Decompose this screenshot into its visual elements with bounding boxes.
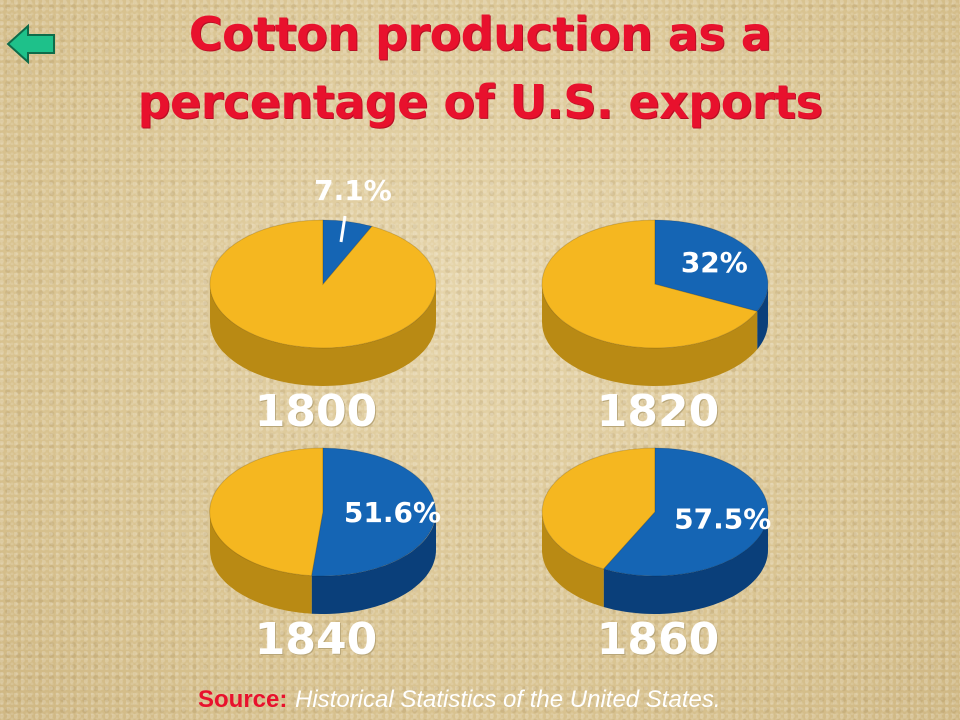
pie-slice-other-1860 [541,447,656,570]
pie-label-1820: 32% [681,246,748,279]
pie-slice-other-1820 [541,219,759,349]
back-arrow-icon[interactable] [6,22,58,66]
year-label-1820: 1820 [596,386,720,437]
pie-side-other-1800 [210,284,436,386]
pie-label-1840: 51.6% [344,496,441,529]
year-label-1860: 1860 [596,614,720,665]
year-label-1840: 1840 [254,614,378,665]
year-label-1800: 1800 [254,386,378,437]
pie-slice-cotton-1860 [602,447,769,577]
pie-slice-cotton-1840 [311,447,437,577]
pie-slice-other-1840 [209,447,324,577]
pie-slice-other-1800 [209,219,437,349]
leader-line-1800 [339,215,347,243]
pie-label-1860: 57.5% [674,503,771,536]
pie-slice-cotton-1800 [322,219,373,286]
chart-title-line-1: Cotton production as a [188,7,772,61]
pie-side-cotton-1860 [603,512,768,614]
pie-slice-cotton-1820 [654,219,769,312]
source-text: Historical Statistics of the United Stat… [295,686,721,713]
pie-side-cotton-1820 [757,284,768,350]
pie-side-cotton-1840 [311,512,436,614]
pie-label-1800: 7.1% [314,174,392,207]
source-note: Source: Historical Statistics of the Uni… [198,684,721,715]
pie-side-other-1860 [542,512,604,607]
pie-side-other-1840 [210,512,312,614]
chart-title-line-2: percentage of U.S. exports [137,75,823,129]
source-label: Source: [198,686,288,713]
pie-side-other-1820 [542,284,758,386]
